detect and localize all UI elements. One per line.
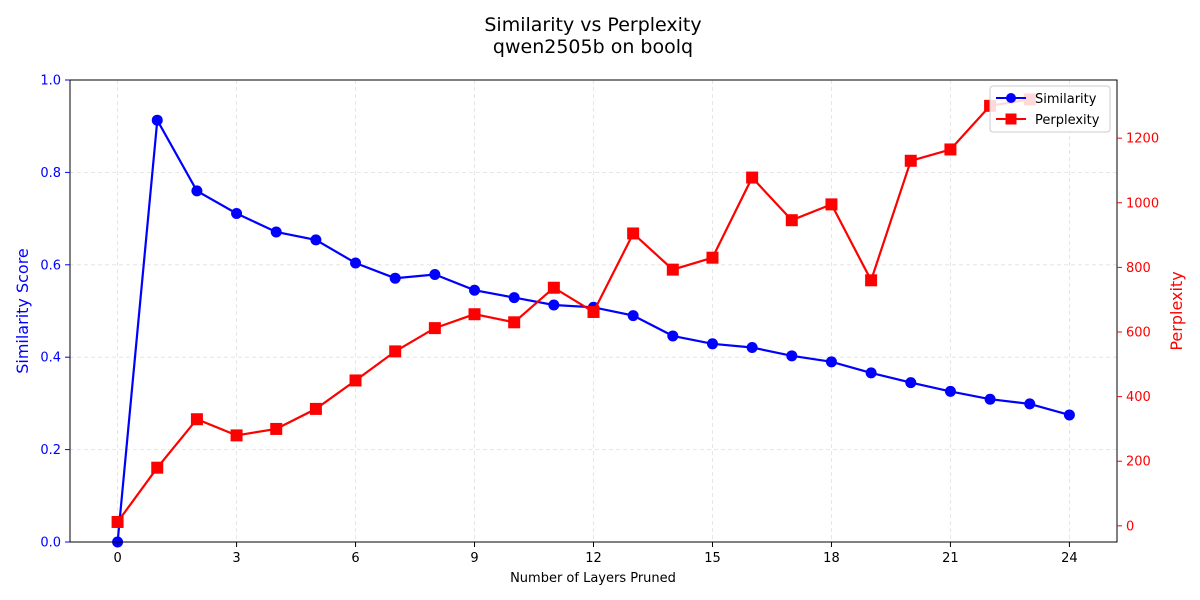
series-line-similarity	[116, 116, 1070, 543]
data-point-perplexity	[190, 413, 203, 426]
left-axis-ticks: 0.0 0.2 0.4 0.6 0.8 1.0	[40, 74, 70, 551]
data-point-perplexity	[825, 198, 838, 211]
data-point-perplexity	[151, 461, 164, 474]
data-point-similarity	[627, 310, 639, 322]
right-tick-label: 1000	[1126, 196, 1159, 211]
chart-title: Similarity vs Perplexity	[484, 14, 701, 36]
data-point-perplexity	[349, 374, 362, 387]
right-tick-label: 400	[1126, 390, 1151, 405]
x-axis-label: Number of Layers Pruned	[510, 571, 676, 586]
x-tick-label: 3	[232, 551, 240, 566]
right-tick-label: 600	[1126, 326, 1151, 341]
x-tick-label: 0	[113, 551, 121, 566]
chart-subtitle: qwen2505b on boolq	[493, 36, 693, 58]
x-tick-label: 12	[585, 551, 602, 566]
data-point-similarity	[865, 367, 877, 379]
legend-marker-similarity	[1006, 93, 1016, 103]
data-point-perplexity	[230, 429, 243, 442]
x-tick-label: 18	[823, 551, 840, 566]
data-point-perplexity	[547, 281, 560, 294]
data-point-perplexity	[270, 422, 283, 435]
data-point-perplexity	[944, 143, 957, 156]
right-axis-ticks: 0 200 400 600 800 1000 1200	[1117, 132, 1159, 534]
left-tick-label: 0.0	[40, 536, 61, 551]
data-point-similarity	[191, 185, 203, 197]
data-point-perplexity	[746, 171, 759, 184]
x-tick-label: 6	[351, 551, 359, 566]
data-point-perplexity	[389, 345, 402, 358]
data-point-similarity	[270, 226, 282, 238]
data-point-similarity	[667, 330, 679, 342]
data-point-perplexity	[428, 322, 441, 335]
data-point-perplexity	[904, 154, 917, 167]
data-point-similarity	[1063, 409, 1075, 421]
left-tick-label: 0.2	[40, 443, 61, 458]
data-point-similarity	[231, 208, 243, 220]
data-point-perplexity	[468, 308, 481, 321]
data-point-perplexity	[627, 227, 640, 240]
x-tick-label: 24	[1061, 551, 1078, 566]
right-axis-label: Perplexity	[1167, 271, 1186, 350]
data-point-similarity	[469, 284, 481, 296]
data-point-similarity	[905, 377, 917, 389]
left-tick-label: 0.8	[40, 166, 61, 181]
left-axis-label: Similarity Score	[13, 248, 32, 374]
data-point-similarity	[786, 350, 798, 362]
data-point-similarity	[706, 338, 718, 350]
right-tick-label: 800	[1126, 261, 1151, 276]
right-tick-label: 200	[1126, 455, 1151, 470]
x-axis-ticks: 0 3 6 9 12 15 18 21 24	[113, 542, 1078, 566]
series-layer	[111, 93, 1075, 548]
right-tick-label: 1200	[1126, 132, 1159, 147]
right-tick-label: 0	[1126, 519, 1134, 534]
data-point-similarity	[944, 385, 956, 397]
data-point-similarity	[1024, 398, 1036, 410]
data-point-similarity	[548, 299, 560, 311]
data-point-similarity	[310, 234, 322, 246]
data-point-similarity	[746, 341, 758, 353]
data-point-similarity	[350, 257, 362, 269]
legend-marker-perplexity	[1005, 113, 1017, 125]
data-point-perplexity	[706, 251, 719, 264]
data-point-perplexity	[666, 263, 679, 276]
data-point-perplexity	[508, 316, 521, 329]
data-point-perplexity	[785, 214, 798, 227]
data-point-similarity	[151, 114, 163, 126]
left-tick-label: 0.4	[40, 351, 61, 366]
data-point-perplexity	[309, 402, 322, 415]
data-point-similarity	[389, 272, 401, 284]
legend: Similarity Perplexity	[989, 85, 1111, 133]
legend-label-perplexity: Perplexity	[1035, 113, 1100, 128]
data-point-similarity	[825, 356, 837, 368]
x-tick-label: 9	[470, 551, 478, 566]
x-tick-label: 21	[942, 551, 959, 566]
x-tick-label: 15	[704, 551, 721, 566]
left-tick-label: 1.0	[40, 74, 61, 89]
data-point-perplexity	[865, 274, 878, 287]
data-point-similarity	[984, 393, 996, 405]
data-point-perplexity	[111, 515, 124, 528]
series-line-perplexity	[116, 98, 1030, 523]
data-point-perplexity	[587, 305, 600, 318]
data-point-similarity	[508, 292, 520, 304]
data-point-similarity	[429, 269, 441, 281]
left-tick-label: 0.6	[40, 258, 61, 273]
legend-label-similarity: Similarity	[1035, 92, 1097, 107]
